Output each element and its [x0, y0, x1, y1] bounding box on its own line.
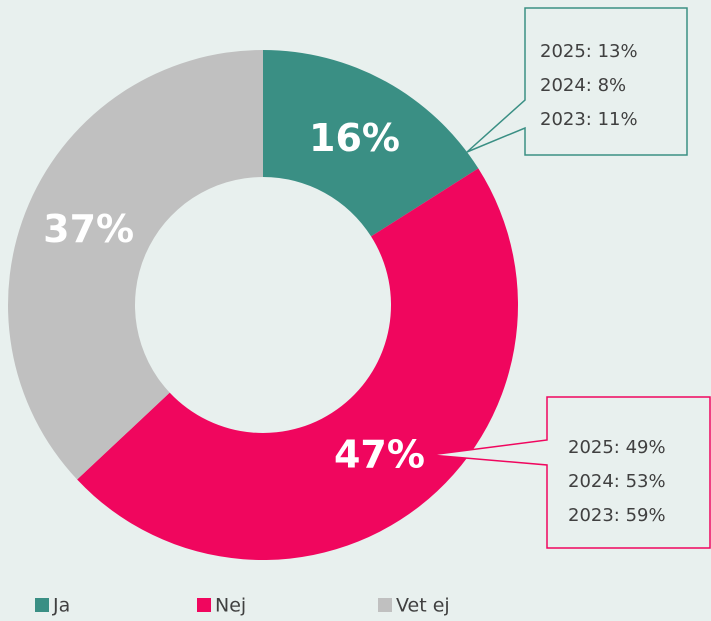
data-label: 37% [43, 207, 134, 251]
slice [263, 50, 479, 237]
annotation: 2023: 59% [568, 505, 666, 526]
slice [77, 168, 519, 561]
legend-swatch [35, 598, 49, 612]
data-label: 16% [309, 116, 400, 160]
annotation: 2025: 13% [540, 41, 638, 62]
slice [7, 50, 263, 480]
slices [7, 50, 519, 561]
annotation: 2024: 53% [568, 471, 666, 492]
annotation: 2023: 11% [540, 109, 638, 130]
callout-box [429, 396, 711, 549]
legend-label: Ja [52, 595, 70, 617]
legend-label: Vet ej [396, 595, 450, 617]
data-label: 47% [334, 433, 425, 477]
legend-swatch [197, 598, 211, 612]
legend-swatch [378, 598, 392, 612]
annotation: 2024: 8% [540, 75, 626, 96]
annotation: 2025: 49% [568, 437, 666, 458]
legend-label: Nej [215, 595, 246, 617]
callout-box [466, 7, 688, 156]
